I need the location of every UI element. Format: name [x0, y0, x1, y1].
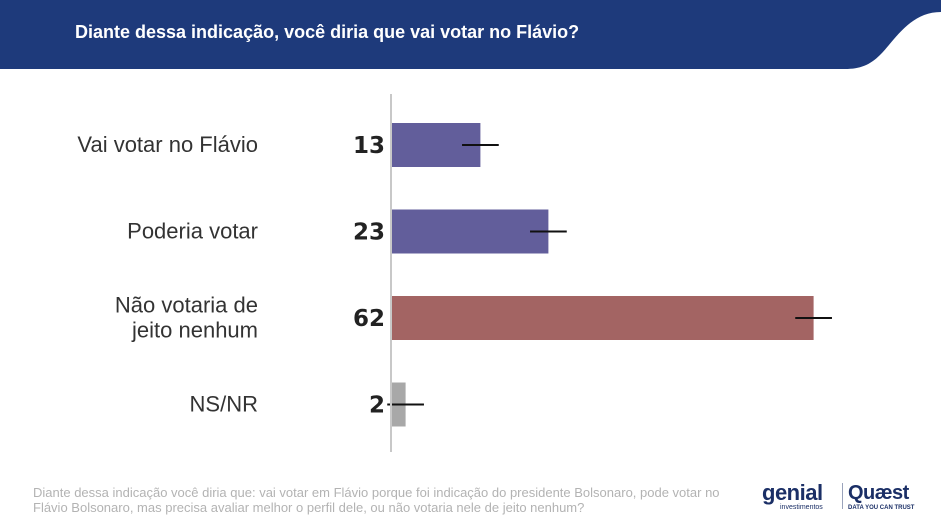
value-label: 62 [353, 306, 385, 332]
category-label: NS/NR [190, 392, 258, 417]
genial-logo-subtitle: investimentos [780, 504, 823, 511]
bar-chart: 13 Vai votar no Flávio 23 Poderia votar 62 Nã… [77, 94, 832, 452]
value-label: 2 [369, 393, 385, 419]
value-label: 23 [353, 220, 385, 246]
header-banner: Diante dessa indicação, você diria que v… [0, 0, 941, 69]
bar [392, 209, 549, 254]
logo-separator [842, 483, 843, 509]
chart-title: Diante dessa indicação, você diria que v… [75, 22, 580, 42]
category-label: Vai votar no Flávio [77, 132, 258, 157]
quaest-logo-subtitle: DATA YOU CAN TRUST [848, 505, 915, 511]
quaest-logo: Quæst [848, 482, 909, 504]
bars-layer: 13 Vai votar no Flávio 23 Poderia votar 62 Nã… [77, 123, 832, 427]
genial-logo: genial [762, 480, 823, 505]
bar [392, 296, 814, 340]
category-label: Não votaria de jeito nenhum [115, 293, 258, 343]
footnote: Diante dessa indicação você diria que: v… [33, 485, 720, 515]
logos: genial investimentos Quæst DATA YOU CAN … [762, 480, 922, 515]
header-background [0, 0, 941, 69]
value-label: 13 [353, 133, 385, 159]
category-label: Poderia votar [127, 219, 258, 244]
